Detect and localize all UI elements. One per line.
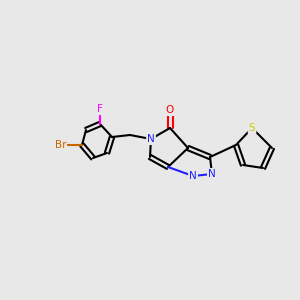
Text: N: N xyxy=(189,171,197,181)
Text: Br: Br xyxy=(55,140,66,150)
Text: S: S xyxy=(249,123,255,133)
Text: N: N xyxy=(147,134,155,144)
Text: N: N xyxy=(208,169,216,179)
Text: O: O xyxy=(166,105,174,115)
Text: F: F xyxy=(97,104,103,114)
